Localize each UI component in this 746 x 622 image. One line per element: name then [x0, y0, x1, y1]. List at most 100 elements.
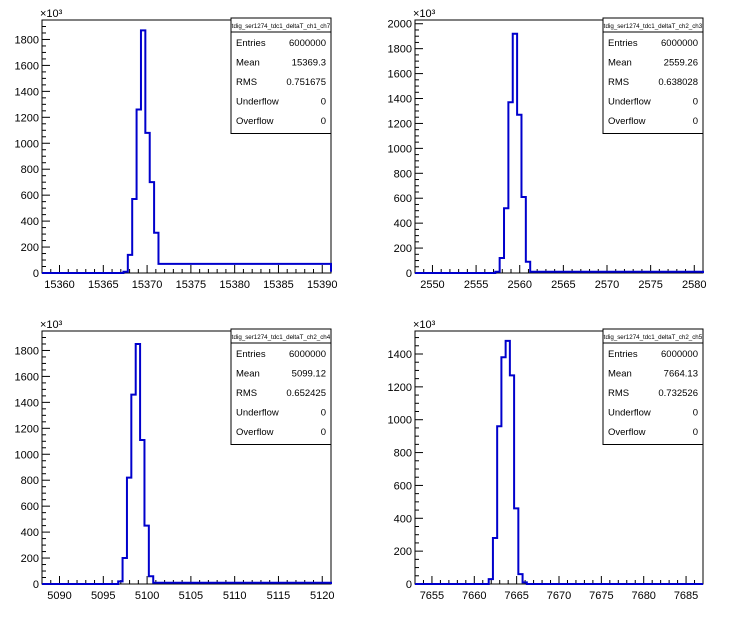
- y-tick-label: 800: [21, 475, 39, 487]
- y-tick-label: 0: [33, 579, 39, 591]
- y-tick-label: 1400: [15, 86, 39, 98]
- y-tick-label: 800: [394, 448, 412, 460]
- x-tick-label: 15370: [132, 279, 163, 291]
- x-tick-label: 2575: [638, 279, 662, 291]
- x-tick-label: 7685: [674, 590, 698, 602]
- x-tick-label: 5090: [47, 590, 71, 602]
- x-tick-label: 2560: [507, 279, 531, 291]
- y-tick-label: 1800: [388, 44, 412, 56]
- stats-box: [602, 328, 704, 445]
- stats-value: 6000000: [661, 38, 698, 49]
- stats-label: Mean: [608, 369, 632, 380]
- stats-value: 0.638028: [658, 77, 698, 88]
- histogram-title: tdig_ser1274_tdc1_deltaT_ch2_ch4: [232, 334, 331, 341]
- x-tick-label: 7675: [589, 590, 613, 602]
- histogram-line: [42, 29, 332, 274]
- histogram-line: [42, 342, 332, 585]
- y-tick-label: 600: [394, 193, 412, 205]
- y-tick-label: 1400: [388, 349, 412, 361]
- x-tick-label: 7660: [462, 590, 486, 602]
- stats-label: Mean: [236, 369, 260, 380]
- y-tick-label: 1200: [15, 112, 39, 124]
- y-tick-label: 1200: [388, 118, 412, 130]
- x-tick-label: 7665: [504, 590, 528, 602]
- stats-value: 0.751675: [286, 77, 326, 88]
- histogram-panel-ch1-ch7: 0 200 400 600 800 1000 1200 1400 1600 1800 15360 15…: [15, 8, 338, 291]
- x-tick-label: 2580: [682, 279, 706, 291]
- stats-value: 0: [321, 408, 326, 419]
- x-tick-label: 15360: [44, 279, 75, 291]
- y-tick-label: 400: [21, 527, 39, 539]
- histogram-title: tdig_ser1274_tdc1_deltaT_ch1_ch7: [232, 23, 331, 30]
- y-tick-label: 1200: [15, 423, 39, 435]
- histogram-panel-ch2-ch4: 0 200 400 600 800 1000 1200 1400 1600 1800 5090 509…: [15, 319, 335, 602]
- y-tick-label: 1000: [388, 143, 412, 155]
- stats-value: 6000000: [289, 349, 326, 360]
- stats-value: 5099.12: [292, 369, 326, 380]
- y-tick-label: 1800: [15, 345, 39, 357]
- y-tick-label: 200: [394, 243, 412, 255]
- histogram-title: tdig_ser1274_tdc1_deltaT_ch2_ch3: [604, 23, 703, 30]
- x-tick-label: 15385: [263, 279, 294, 291]
- stats-value: 0: [693, 116, 698, 127]
- stats-value: 2559.26: [664, 58, 698, 69]
- stats-label: Overflow: [236, 116, 274, 127]
- plot-frame: [41, 330, 332, 585]
- x-tick-label: 2565: [551, 279, 575, 291]
- y-tick-label: 1600: [15, 60, 39, 72]
- stats-value: 6000000: [289, 38, 326, 49]
- x-tick-label: 5110: [223, 590, 247, 602]
- y-tick-label: 2000: [388, 19, 412, 31]
- y-tick-label: 200: [21, 553, 39, 565]
- y-tick-label: 600: [21, 501, 39, 513]
- y-tick-label: 800: [394, 168, 412, 180]
- x-tick-label: 2550: [420, 279, 444, 291]
- x-tick-label: 5115: [267, 590, 291, 602]
- y-tick-label: 1600: [15, 371, 39, 383]
- histogram-line: [415, 339, 703, 585]
- stats-value: 6000000: [661, 349, 698, 360]
- stats-box: [230, 328, 332, 445]
- y-tick-label: 0: [33, 268, 39, 280]
- stats-value: 15369.3: [292, 58, 326, 69]
- stats-label: Entries: [236, 349, 266, 360]
- y-tick-label: 600: [394, 480, 412, 492]
- stats-value: 0: [693, 97, 698, 108]
- y-exponent-label: ×10³: [413, 319, 436, 331]
- histogram-bin: [506, 341, 510, 584]
- y-exponent-label: ×10³: [40, 319, 63, 331]
- stats-value: 0.732526: [658, 388, 698, 399]
- x-tick-label: 5095: [91, 590, 115, 602]
- histogram-title: tdig_ser1274_tdc1_deltaT_ch2_ch5: [604, 334, 703, 341]
- y-exponent-label: ×10³: [40, 8, 63, 20]
- stats-label: Mean: [608, 58, 632, 69]
- y-tick-label: 0: [406, 268, 412, 280]
- stats-value: 0: [693, 408, 698, 419]
- x-tick-label: 15390: [307, 279, 338, 291]
- y-tick-label: 1600: [388, 69, 412, 81]
- x-tick-label: 7680: [631, 590, 655, 602]
- x-tick-label: 5100: [135, 590, 159, 602]
- y-tick-label: 1800: [15, 34, 39, 46]
- x-tick-label: 2555: [464, 279, 488, 291]
- histogram-panel-ch2-ch3: 0 200 400 600 800 1000 1200 1400 1600 1800 2000 255…: [388, 8, 707, 291]
- y-tick-label: 1000: [388, 415, 412, 427]
- y-tick-label: 400: [21, 216, 39, 228]
- stats-label: Overflow: [608, 427, 646, 438]
- y-tick-label: 1400: [388, 94, 412, 106]
- histogram-panel-ch2-ch5: 0 200 400 600 800 1000 1200 1400 7655 7660 7665 767…: [388, 319, 704, 602]
- y-tick-label: 1400: [15, 397, 39, 409]
- stats-label: RMS: [608, 388, 629, 399]
- plot-frame: [414, 19, 704, 274]
- y-exponent-label: ×10³: [413, 8, 436, 20]
- stats-label: RMS: [608, 77, 629, 88]
- stats-value: 0: [693, 427, 698, 438]
- y-tick-label: 1200: [388, 382, 412, 394]
- stats-box: [602, 17, 704, 134]
- x-tick-label: 7670: [547, 590, 571, 602]
- stats-label: Underflow: [236, 97, 279, 108]
- x-tick-label: 15380: [219, 279, 250, 291]
- stats-value: 0: [321, 427, 326, 438]
- y-tick-label: 0: [406, 579, 412, 591]
